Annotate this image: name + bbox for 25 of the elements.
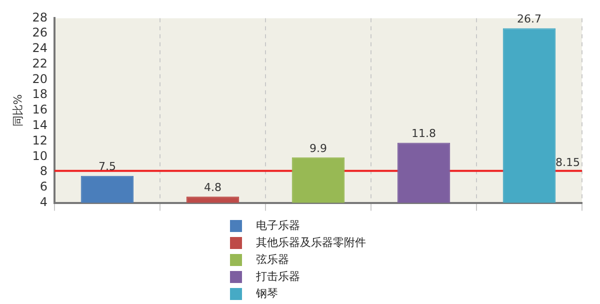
data-label: 4.8	[204, 181, 222, 194]
data-label: 7.5	[98, 160, 116, 174]
y-tick-label: 20	[32, 72, 48, 86]
y-tick-label: 6	[40, 180, 48, 194]
y-tick-label: 24	[32, 41, 48, 56]
y-tick-label: 4	[40, 194, 48, 209]
legend-label: 打击乐器	[256, 269, 300, 284]
y-tick-label: 14	[32, 118, 48, 132]
data-label: 9.9	[309, 142, 327, 155]
y-tick-label: 28	[32, 10, 48, 24]
y-tick-label: 18	[32, 87, 48, 102]
legend-label: 弦乐器	[256, 252, 289, 267]
y-tick-label: 16	[32, 102, 48, 117]
y-tick-label: 12	[32, 133, 48, 148]
legend-label: 钢琴	[256, 286, 278, 301]
legend-label: 其他乐器及乐器零附件	[256, 235, 366, 250]
y-axis-title: 同比%	[11, 94, 24, 127]
y-tick-label: 8	[40, 164, 48, 178]
y-tick-label: 10	[32, 148, 48, 163]
y-tick-label: 22	[32, 56, 48, 70]
legend-label: 电子乐器	[256, 218, 300, 233]
data-label: 11.8	[411, 127, 436, 140]
data-label: 26.7	[516, 12, 542, 26]
ref-line-label: 8.15	[556, 156, 580, 170]
y-tick-label: 26	[32, 26, 48, 40]
